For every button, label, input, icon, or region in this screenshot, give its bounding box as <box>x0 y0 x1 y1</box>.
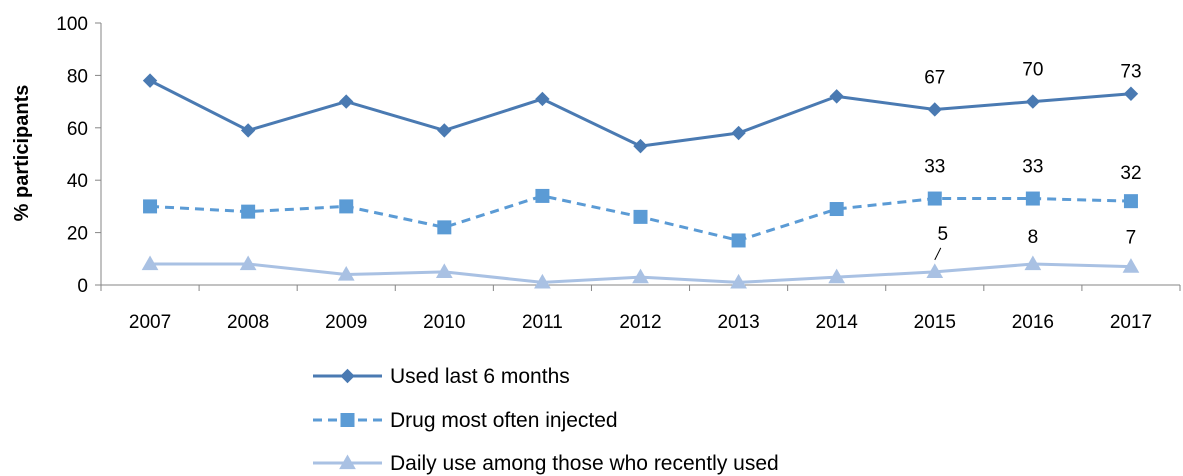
triangle-marker <box>926 263 944 279</box>
x-tick-label: 2013 <box>717 312 759 333</box>
square-marker <box>339 199 354 214</box>
triangle-marker <box>1024 255 1042 271</box>
triangle-marker <box>534 273 551 289</box>
data-label: 7 <box>1126 228 1137 249</box>
x-tick-label: 2016 <box>1012 312 1054 333</box>
diamond-marker <box>339 94 354 109</box>
legend-label: Drug most often injected <box>390 409 618 432</box>
square-marker <box>731 233 746 248</box>
diamond-marker <box>731 125 746 141</box>
y-tick-label: 20 <box>67 224 88 245</box>
legend-square-marker <box>340 413 355 427</box>
square-marker <box>1123 194 1138 209</box>
square-marker <box>633 209 648 224</box>
x-tick-label: 2011 <box>522 312 563 333</box>
series-line-1 <box>149 79 1132 148</box>
x-tick-label: 2009 <box>325 312 367 333</box>
diamond-marker <box>829 89 844 104</box>
data-label: 8 <box>1028 227 1039 248</box>
x-tick-label: 2014 <box>816 312 859 333</box>
square-marker <box>829 202 844 217</box>
x-tick-label: 2015 <box>914 312 956 333</box>
y-tick-label: 100 <box>56 14 88 35</box>
diamond-marker <box>633 138 648 154</box>
data-label: 70 <box>1022 60 1043 81</box>
data-label: 33 <box>1022 157 1043 178</box>
diamond-marker <box>240 123 256 138</box>
triangle-marker <box>632 268 649 284</box>
legend-label: Used last 6 months <box>390 365 570 388</box>
x-tick-label: 2017 <box>1110 312 1152 333</box>
diamond-marker <box>142 73 158 88</box>
square-marker <box>927 191 942 206</box>
triangle-marker <box>1122 258 1140 273</box>
square-marker <box>437 220 452 235</box>
square-marker <box>143 199 158 214</box>
legend-label: Daily use among those who recently used <box>390 452 779 475</box>
square-marker <box>1025 191 1040 206</box>
diamond-marker <box>437 123 452 138</box>
square-marker <box>241 204 256 219</box>
data-label: 73 <box>1120 62 1141 83</box>
y-axis-title: % participants <box>11 85 33 222</box>
triangle-marker <box>730 273 747 289</box>
x-tick-label: 2012 <box>619 312 661 333</box>
data-label: 33 <box>924 157 945 178</box>
y-tick-label: 60 <box>67 119 88 140</box>
diamond-marker <box>1025 94 1041 109</box>
legend-triangle-marker <box>339 454 356 470</box>
square-marker <box>535 188 550 203</box>
diamond-marker <box>927 102 942 117</box>
y-tick-label: 40 <box>67 171 88 192</box>
data-label: 32 <box>1120 163 1141 184</box>
data-label: 67 <box>924 67 945 88</box>
x-tick-label: 2008 <box>227 312 269 333</box>
y-tick-label: 80 <box>67 66 88 87</box>
triangle-marker <box>828 268 846 284</box>
triangle-marker <box>141 255 159 271</box>
x-tick-label: 2010 <box>423 312 465 333</box>
diamond-marker <box>535 91 550 107</box>
triangle-marker <box>337 266 355 281</box>
data-label: 5 <box>937 224 948 245</box>
y-tick-label: 0 <box>77 276 88 297</box>
diamond-marker <box>1123 86 1139 101</box>
x-tick-label: 2007 <box>129 312 171 333</box>
triangle-marker <box>435 263 453 279</box>
triangle-marker <box>239 255 257 271</box>
label-leader-line <box>934 247 942 261</box>
legend-diamond-marker <box>340 368 355 384</box>
